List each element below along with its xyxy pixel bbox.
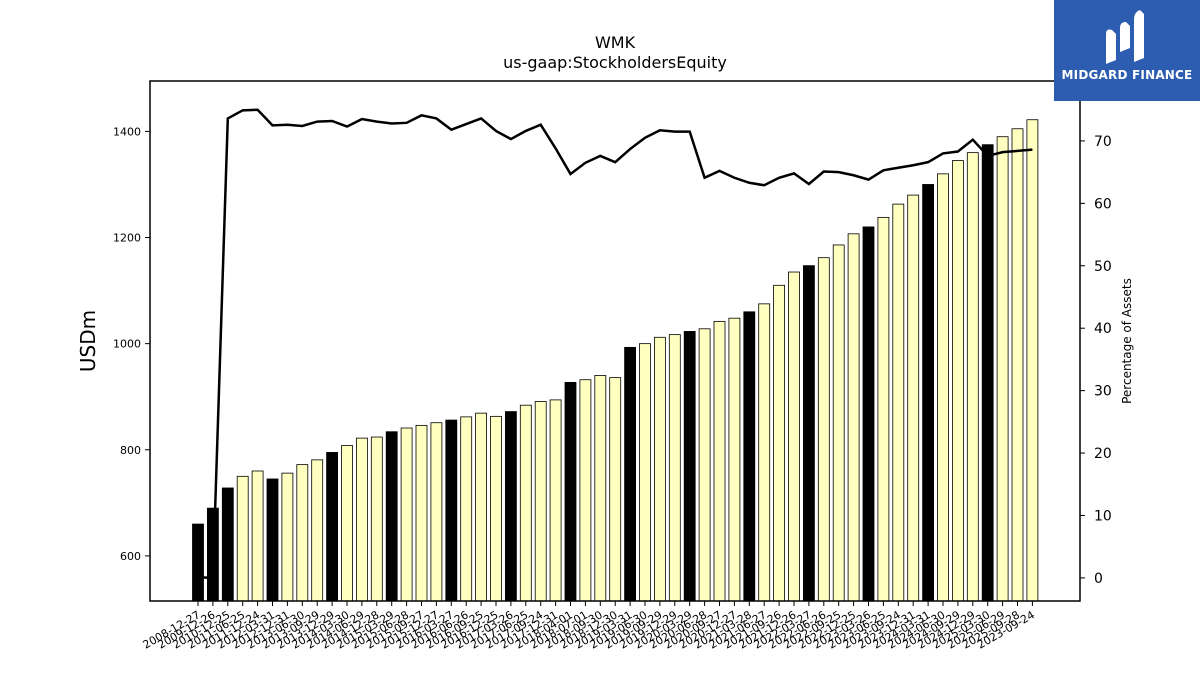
y2-axis-label: Percentage of Assets bbox=[1120, 278, 1134, 404]
percentage-line-series bbox=[197, 108, 1033, 580]
bar bbox=[609, 377, 622, 602]
bar bbox=[1011, 128, 1024, 602]
bar bbox=[311, 459, 324, 602]
bar bbox=[519, 404, 532, 602]
bar bbox=[922, 184, 934, 602]
bar bbox=[1026, 119, 1039, 602]
brand-name: MIDGARD FINANCE bbox=[1061, 68, 1193, 82]
y-axis-label: USDm bbox=[76, 310, 100, 372]
bar bbox=[788, 271, 800, 602]
bar bbox=[847, 233, 860, 602]
y-tick-label: 600 bbox=[120, 550, 141, 563]
y2-tick-label: 60 bbox=[1094, 196, 1112, 212]
bar bbox=[326, 452, 339, 602]
bar bbox=[251, 470, 264, 602]
bar bbox=[460, 416, 473, 602]
bar bbox=[400, 427, 413, 602]
y-tick-label: 1000 bbox=[113, 338, 141, 351]
bar bbox=[937, 173, 949, 602]
y2-tick-label: 0 bbox=[1094, 571, 1103, 587]
bar bbox=[370, 436, 383, 602]
bar bbox=[415, 424, 428, 602]
bar bbox=[221, 487, 234, 602]
bar bbox=[758, 303, 771, 602]
bar bbox=[490, 415, 502, 602]
bar bbox=[445, 419, 458, 602]
bar bbox=[564, 381, 577, 602]
bar bbox=[430, 422, 443, 602]
y2-tick-label: 40 bbox=[1094, 321, 1112, 337]
bar bbox=[475, 412, 488, 602]
bar bbox=[385, 431, 398, 602]
chart-title: WMK bbox=[595, 33, 636, 52]
bar bbox=[266, 478, 279, 602]
bar bbox=[668, 334, 681, 602]
right-y-axis: 0 10 20 30 40 50 60 70 bbox=[1080, 134, 1112, 587]
bar-series bbox=[192, 119, 1039, 602]
bar bbox=[892, 203, 905, 602]
bar bbox=[355, 437, 368, 602]
y-tick-label: 1200 bbox=[113, 232, 141, 245]
bar bbox=[296, 464, 309, 602]
bar bbox=[996, 136, 1009, 602]
bar bbox=[683, 331, 696, 602]
bar bbox=[743, 311, 756, 602]
bar bbox=[966, 152, 979, 602]
bar bbox=[817, 257, 830, 602]
bar bbox=[952, 160, 964, 602]
bar bbox=[773, 284, 785, 602]
bar bbox=[236, 475, 249, 602]
bar bbox=[549, 399, 562, 602]
bar bbox=[579, 379, 592, 602]
percentage-line bbox=[197, 108, 1033, 580]
bar bbox=[654, 336, 666, 602]
bar bbox=[832, 244, 845, 602]
bar bbox=[594, 375, 607, 602]
midgard-logo-icon bbox=[1106, 10, 1144, 64]
x-axis: 2008-12-272009-12-262010-12-252011-06-25… bbox=[141, 601, 1037, 652]
bar bbox=[862, 226, 875, 602]
bar bbox=[624, 346, 636, 602]
bar bbox=[877, 216, 890, 602]
bar bbox=[698, 328, 711, 602]
bar bbox=[713, 320, 726, 602]
bar bbox=[639, 343, 651, 602]
brand-logo: MIDGARD FINANCE bbox=[1054, 0, 1200, 101]
bar bbox=[803, 265, 815, 602]
left-y-axis: 600 800 1000 1200 1400 bbox=[113, 125, 150, 563]
chart-subtitle: us-gaap:StockholdersEquity bbox=[503, 53, 727, 72]
y2-tick-label: 10 bbox=[1094, 508, 1112, 524]
bar bbox=[981, 144, 994, 602]
bar bbox=[341, 445, 353, 602]
bar bbox=[504, 411, 517, 602]
bar bbox=[281, 472, 294, 602]
y2-tick-label: 70 bbox=[1094, 134, 1112, 150]
y2-tick-label: 50 bbox=[1094, 259, 1112, 275]
y2-tick-label: 30 bbox=[1094, 384, 1112, 400]
bar bbox=[534, 401, 547, 602]
bar bbox=[192, 523, 204, 602]
y-tick-label: 800 bbox=[120, 444, 141, 457]
y-tick-label: 1400 bbox=[113, 125, 141, 138]
bar bbox=[728, 317, 741, 602]
bar bbox=[907, 194, 920, 602]
y2-tick-label: 20 bbox=[1094, 446, 1112, 462]
